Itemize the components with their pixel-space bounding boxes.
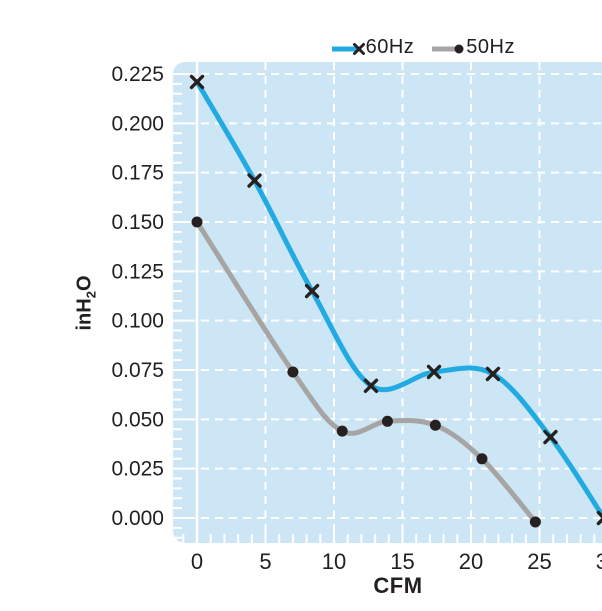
dot-marker-icon xyxy=(382,416,393,427)
y-tick-label: 0.175 xyxy=(111,162,164,185)
legend-label-60hz: 60Hz xyxy=(366,36,415,59)
y-tick-label: 0.125 xyxy=(111,260,164,283)
legend-swatch-50hz-icon xyxy=(432,39,466,57)
dot-marker-icon xyxy=(337,426,348,437)
legend-item-50hz: 50Hz xyxy=(432,36,515,59)
y-tick-label: 0.050 xyxy=(111,408,164,431)
x-tick-label: 20 xyxy=(459,549,483,574)
y-tick-label: 0.075 xyxy=(111,359,164,382)
x-axis-title: CFM xyxy=(373,573,422,599)
y-tick-label: 0.025 xyxy=(111,458,164,481)
x-tick-label: 5 xyxy=(259,549,271,574)
dot-marker-icon xyxy=(530,516,541,527)
y-tick-label: 0.200 xyxy=(111,112,164,135)
plot-area: 0.000 0.025 0.050 0.075 0.100 0.125 0.150 0.175… xyxy=(40,16,602,611)
legend-item-60hz: 60Hz xyxy=(332,36,415,59)
y-tick-label: 0.000 xyxy=(111,507,164,530)
legend-label-50hz: 50Hz xyxy=(466,36,515,59)
fan-performance-chart: 0.000 0.025 0.050 0.075 0.100 0.125 0.150 0.175… xyxy=(40,16,562,579)
dot-marker-icon xyxy=(476,453,487,464)
y-tick-label: 0.225 xyxy=(111,63,164,86)
dot-marker-icon xyxy=(287,366,298,377)
x-tick-label: 25 xyxy=(527,549,551,574)
x-tick-label: 10 xyxy=(322,549,346,574)
dot-marker-icon xyxy=(455,44,464,53)
y-tick-label: 0.100 xyxy=(111,310,164,333)
legend: 60Hz 50Hz xyxy=(332,36,515,59)
y-axis-title: inH2O xyxy=(74,275,99,330)
legend-swatch-60hz-icon xyxy=(332,39,366,57)
plot-background xyxy=(173,62,602,543)
dot-marker-icon xyxy=(430,420,441,431)
y-tick-label: 0.150 xyxy=(111,211,164,234)
x-tick-label: 0 xyxy=(191,549,203,574)
x-tick-label: 15 xyxy=(390,549,414,574)
dot-marker-icon xyxy=(192,217,203,228)
x-tick-label: 30 xyxy=(596,549,602,574)
